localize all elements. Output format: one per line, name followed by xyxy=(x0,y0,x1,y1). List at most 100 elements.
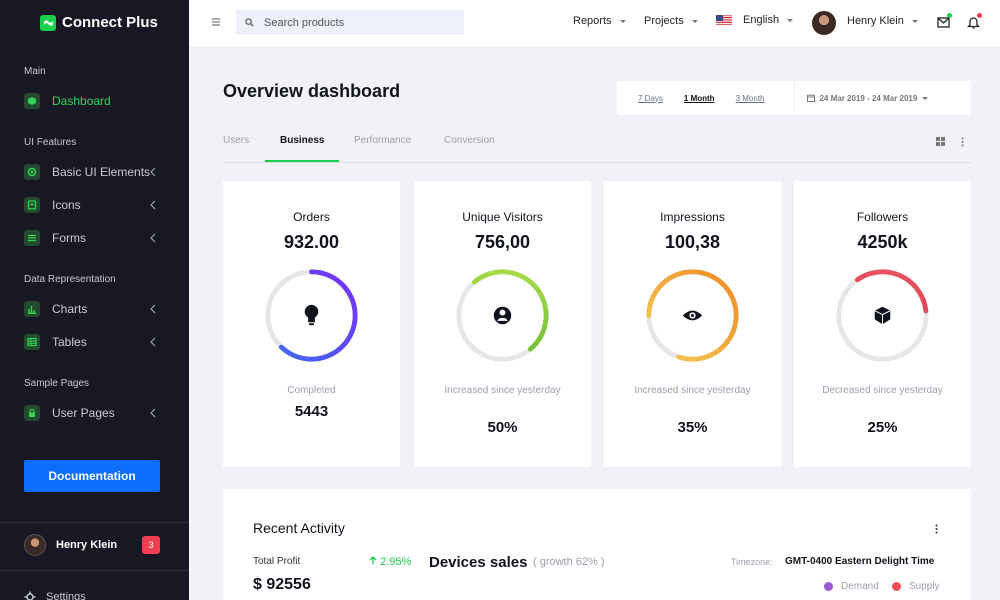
brand-name: Connect Plus xyxy=(62,14,158,31)
section-title-data-representation: Data Representation xyxy=(24,274,116,285)
sidebar-item-label: Basic UI Elements xyxy=(52,165,151,179)
range-separator xyxy=(794,81,796,115)
stat-card-unique-visitors: Unique Visitors 756,00 Increased since y… xyxy=(414,181,591,467)
card-subtitle: Increased since yesterday xyxy=(634,385,751,396)
avatar[interactable] xyxy=(812,11,836,35)
range-7-days[interactable]: 7 Days xyxy=(638,93,663,103)
card-stat: 50% xyxy=(487,419,518,436)
card-subtitle: Completed xyxy=(287,385,336,396)
caret-down-icon xyxy=(922,96,929,100)
sidebar-user[interactable]: Henry Klein 3 xyxy=(24,534,164,556)
sidebar-item-basic-ui-elements[interactable]: Basic UI Elements xyxy=(24,161,164,183)
tab-conversion[interactable]: Conversion xyxy=(444,135,495,146)
legend-dot xyxy=(824,582,833,591)
reports-dropdown[interactable]: Reports xyxy=(573,15,626,27)
arrow-up-icon xyxy=(369,556,377,565)
reports-label: Reports xyxy=(573,15,612,27)
chevron-left-icon xyxy=(150,200,156,210)
mail-icon[interactable] xyxy=(936,14,952,30)
calendar-icon xyxy=(807,94,816,102)
chevron-left-icon xyxy=(150,167,156,177)
sidebar-item-label: Tables xyxy=(52,335,87,349)
chevron-left-icon xyxy=(150,337,156,347)
card-value: 756,00 xyxy=(474,232,531,252)
total-profit-label: Total Profit xyxy=(253,556,301,567)
page-title: Overview dashboard xyxy=(223,81,401,101)
sidebar-item-charts[interactable]: Charts xyxy=(24,298,164,320)
sidebar-item-user-pages[interactable]: User Pages xyxy=(24,402,164,424)
table-icon xyxy=(24,334,40,350)
tab-business[interactable]: Business xyxy=(265,135,340,162)
language-dropdown[interactable]: English xyxy=(716,14,794,26)
stat-card-followers: Followers 4250k Decreased since yesterda… xyxy=(794,181,971,467)
timezone-value: GMT-0400 Eastern Delight Time xyxy=(785,556,935,567)
card-title: Orders xyxy=(293,210,330,224)
card-subtitle: Increased since yesterday xyxy=(444,385,561,396)
projects-dropdown[interactable]: Projects xyxy=(644,15,698,27)
caret-down-icon xyxy=(691,19,698,23)
more-options-icon[interactable] xyxy=(935,524,938,534)
date-range-label: 24 Mar 2019 - 24 Mar 2019 xyxy=(819,93,918,103)
card-stat: 25% xyxy=(867,419,898,436)
legend-demand: Demand xyxy=(824,581,879,592)
card-stat: 35% xyxy=(677,419,708,436)
devices-growth: ( growth 62% ) xyxy=(533,556,605,568)
cube-icon xyxy=(24,93,40,109)
topbar-user-name: Henry Klein xyxy=(847,15,904,27)
legend-dot xyxy=(892,582,901,591)
sidebar-item-icons[interactable]: Icons xyxy=(24,194,164,216)
sidebar: Connect Plus Main Dashboard UI Features … xyxy=(0,0,189,600)
documentation-button[interactable]: Documentation xyxy=(24,460,160,492)
search-input[interactable] xyxy=(264,16,454,29)
recent-activity-panel: Recent Activity Total Profit $ 92556 2.9… xyxy=(223,489,971,600)
card-title: Followers xyxy=(856,210,909,224)
legend-label: Demand xyxy=(841,581,879,592)
sidebar-item-label: Forms xyxy=(52,231,86,245)
search-icon xyxy=(245,18,254,27)
gear-icon xyxy=(24,591,36,600)
sidebar-item-label: User Pages xyxy=(52,406,115,420)
user-circle-icon xyxy=(493,306,512,325)
range-1-month[interactable]: 1 Month xyxy=(683,93,715,103)
progress-ring xyxy=(456,269,549,362)
legend-label: Supply xyxy=(909,581,940,592)
list-icon xyxy=(24,230,40,246)
mail-indicator-dot xyxy=(947,13,952,18)
chevron-left-icon xyxy=(150,233,156,243)
tab-users[interactable]: Users xyxy=(223,135,250,146)
sidebar-item-forms[interactable]: Forms xyxy=(24,227,164,249)
sidebar-item-label: Dashboard xyxy=(52,94,111,108)
brand[interactable]: Connect Plus xyxy=(40,14,158,31)
sidebar-item-dashboard[interactable]: Dashboard xyxy=(24,90,164,112)
chevron-left-icon xyxy=(150,408,156,418)
bar-chart-icon xyxy=(24,301,40,317)
progress-ring xyxy=(836,269,929,362)
user-dropdown[interactable]: Henry Klein xyxy=(847,15,918,27)
notification-badge: 3 xyxy=(142,536,160,554)
bell-indicator-dot xyxy=(977,13,982,18)
tab-performance[interactable]: Performance xyxy=(354,135,412,146)
grid-view-icon[interactable] xyxy=(936,137,945,146)
sidebar-item-settings[interactable]: Settings xyxy=(24,591,86,600)
range-3-month[interactable]: 3 Month xyxy=(735,93,765,103)
devices-sales-title: Devices sales xyxy=(429,554,528,571)
caret-down-icon xyxy=(787,18,794,22)
panel-title: Recent Activity xyxy=(253,520,345,536)
growth-indicator: 2.95% xyxy=(369,556,411,568)
brand-logo-icon xyxy=(40,14,56,31)
sidebar-divider xyxy=(0,522,189,523)
total-profit-value: $ 92556 xyxy=(253,576,311,593)
dashboard-tabs: Users Business Performance Conversion xyxy=(223,127,971,163)
section-title-sample-pages: Sample Pages xyxy=(24,378,90,389)
menu-icon[interactable] xyxy=(211,17,221,27)
topbar: Reports Projects English Henry Klein xyxy=(189,0,1000,46)
sidebar-item-tables[interactable]: Tables xyxy=(24,331,164,353)
lightbulb-icon xyxy=(304,304,319,326)
stat-card-impressions: Impressions 100,38 Increased since yeste… xyxy=(604,181,781,467)
chevron-left-icon xyxy=(150,304,156,314)
contacts-icon xyxy=(24,197,40,213)
more-options-icon[interactable] xyxy=(961,137,964,147)
box-icon xyxy=(874,306,891,325)
date-range-picker[interactable]: 24 Mar 2019 - 24 Mar 2019 xyxy=(807,93,929,103)
bell-icon[interactable] xyxy=(966,14,982,30)
